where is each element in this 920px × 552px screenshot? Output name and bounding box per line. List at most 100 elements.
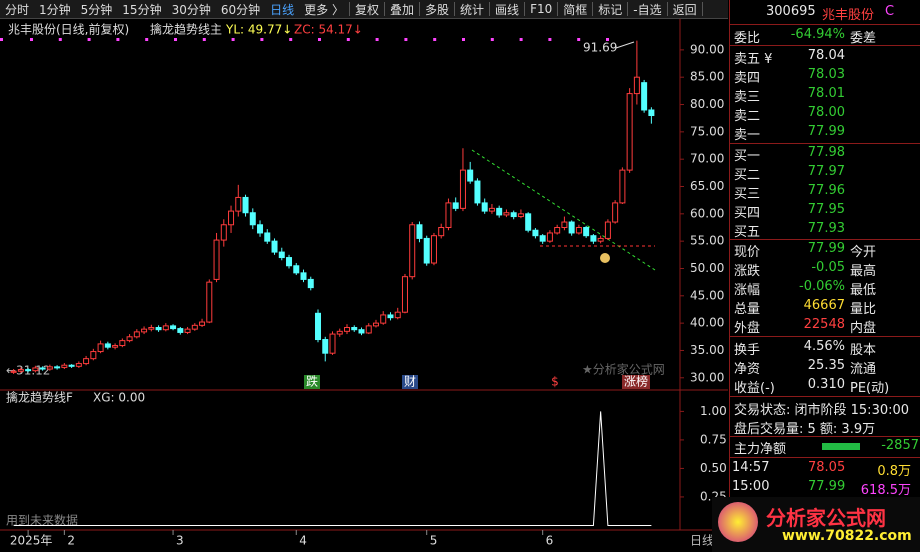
period-button[interactable]: 30分钟 — [171, 2, 211, 17]
divider — [730, 457, 920, 458]
candle-body — [416, 224, 423, 239]
candle-body — [488, 207, 495, 212]
tool-button[interactable]: 画线 — [495, 2, 520, 17]
stat-label: 现价 — [734, 245, 761, 260]
indicator-line — [13, 411, 652, 526]
top-marker — [548, 38, 552, 41]
divider — [730, 45, 920, 46]
candle-body — [54, 366, 61, 369]
candle-body — [503, 212, 510, 216]
y-tick-label: 35.00 — [690, 343, 724, 357]
candle-body — [459, 169, 466, 209]
period-label: 日线 — [690, 534, 714, 548]
candle-body — [409, 224, 416, 278]
tick-time: 14:57 — [732, 460, 770, 475]
candle-body — [510, 212, 517, 218]
tool-button[interactable]: 复权 — [354, 2, 379, 17]
candle-body — [394, 311, 401, 319]
divider — [730, 239, 920, 240]
y-tick-label: 40.00 — [690, 316, 724, 330]
divider — [730, 24, 920, 25]
candle-body — [213, 239, 220, 280]
bid-label: 买三 — [734, 187, 761, 202]
candle-body — [184, 328, 191, 333]
candle-body — [452, 202, 459, 209]
y-tick-label: 75.00 — [690, 124, 724, 138]
tool-button[interactable]: 简框 — [563, 2, 588, 17]
candle-body — [68, 364, 75, 367]
status: 交易状态: 闭市阶段 15:30:00 — [734, 403, 910, 418]
period-button[interactable]: 15分钟 — [122, 2, 162, 17]
candle-body — [474, 180, 481, 204]
candle-body — [46, 366, 53, 370]
candle-body — [170, 325, 177, 330]
period-button[interactable]: 5分钟 — [80, 2, 113, 17]
top-marker — [318, 38, 321, 41]
candle-body — [10, 370, 17, 373]
signal-label: 涨榜 — [624, 374, 648, 389]
candle-body — [199, 321, 206, 326]
indicator-title: 擒龙趋势线F — [6, 390, 73, 405]
top-marker — [116, 38, 120, 41]
signal-label: 跌 — [306, 374, 318, 389]
top-marker — [346, 38, 350, 41]
indicator-legend: XG: 0.00 — [93, 391, 145, 405]
label: 委差 — [850, 31, 877, 46]
period-button[interactable]: 分时 — [5, 2, 30, 17]
separator — [419, 2, 421, 16]
stat-label: 换手 — [734, 343, 761, 358]
top-marker — [289, 38, 293, 41]
high-label: 91.69 — [583, 41, 617, 55]
ask-price: 78.04 — [807, 48, 845, 63]
label: 委比 — [734, 31, 761, 46]
y-tick-label: 45.00 — [690, 288, 724, 302]
tool-button[interactable]: 叠加 — [390, 2, 415, 17]
period-button[interactable]: 更多 〉 — [304, 2, 344, 17]
top-marker — [87, 38, 91, 41]
y-tick-label: 70.00 — [690, 152, 724, 166]
y-tick-label: 65.00 — [690, 179, 724, 193]
bid-price: 77.96 — [807, 183, 845, 198]
money-icon — [600, 253, 610, 263]
tool-button[interactable]: 多股 — [425, 2, 450, 17]
period-button[interactable]: 60分钟 — [220, 2, 261, 17]
ask-price: 78.03 — [807, 67, 845, 82]
ask-price: 78.00 — [807, 105, 845, 120]
logo-icon — [718, 502, 758, 542]
tool-button[interactable]: 返回 — [672, 2, 697, 17]
y-tick-label: 30.00 — [690, 370, 724, 384]
top-marker — [577, 38, 581, 41]
tick-time: 15:00 — [732, 479, 770, 494]
candle-body — [648, 109, 655, 117]
top-marker — [174, 38, 177, 41]
candle-body — [220, 224, 227, 241]
candle-body — [17, 369, 24, 372]
top-marker — [606, 38, 609, 41]
x-tick-label: 5 — [430, 534, 438, 548]
tool-button[interactable]: 统计 — [460, 2, 485, 17]
trend-line — [471, 149, 656, 271]
period-button[interactable]: 日线 — [270, 2, 295, 17]
after-hours: 盘后交易量: 5 额: 3.9万 — [734, 422, 876, 437]
x-tick-label: 3 — [176, 534, 184, 548]
divider — [730, 143, 920, 144]
candle-body — [612, 202, 619, 223]
candle-body — [300, 272, 307, 280]
candle-body — [315, 312, 322, 341]
stat-label: 量比 — [850, 302, 877, 317]
signal-label: 财 — [404, 375, 416, 389]
candle-body — [372, 322, 379, 327]
stat-label: 收益(-) — [734, 381, 775, 396]
bid-label: 买五 — [734, 225, 761, 240]
stat-label: 股本 — [850, 343, 877, 358]
tool-button[interactable]: F10 — [530, 2, 553, 16]
candle-body — [554, 226, 561, 234]
candle-body — [575, 226, 582, 234]
top-marker — [490, 38, 494, 41]
period-button[interactable]: 1分钟 — [39, 2, 71, 17]
tool-button[interactable]: -自选 — [633, 2, 662, 17]
candle-body — [162, 325, 169, 331]
stat-value: 22548 — [803, 317, 845, 332]
tool-button[interactable]: 标记 — [598, 2, 623, 17]
